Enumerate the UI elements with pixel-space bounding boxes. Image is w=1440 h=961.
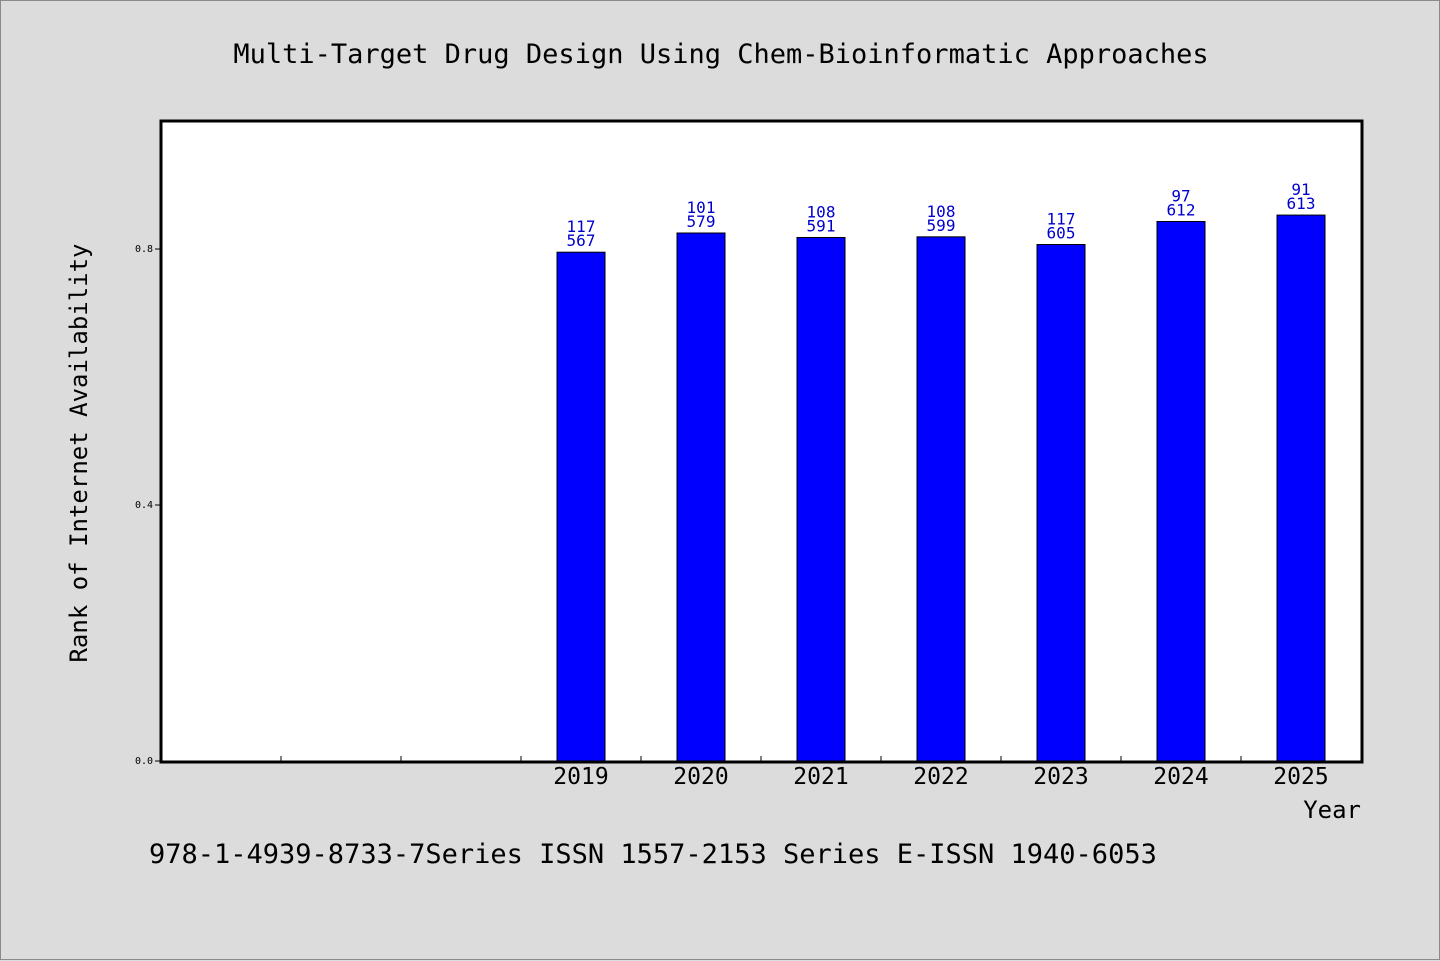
bar-2019: [556, 251, 606, 762]
x-tick-label: 2021: [793, 764, 848, 790]
y-axis-label: Rank of Internet Availability: [65, 243, 93, 662]
data-label-upper: 117: [567, 217, 596, 236]
data-label-lower: 612: [1167, 200, 1196, 219]
x-tick-label: 2022: [913, 764, 968, 790]
x-axis-label: Year: [1303, 796, 1361, 824]
x-tick-label: 2023: [1033, 764, 1088, 790]
data-label-upper: 117: [1047, 210, 1076, 229]
x-tick-label: 2025: [1273, 764, 1328, 790]
data-label-upper: 108: [927, 202, 956, 221]
data-label-upper: 101: [687, 198, 716, 217]
y-tick-label: 0.0: [135, 756, 153, 767]
plot-border: [159, 119, 1364, 764]
data-label-upper: 97: [1171, 186, 1190, 205]
bar-2025: [1276, 214, 1326, 762]
x-tick-label: 2024: [1153, 764, 1208, 790]
data-label-lower: 591: [807, 216, 836, 235]
bar-2024: [1156, 220, 1206, 762]
x-tick-label: 2020: [673, 764, 728, 790]
data-label-lower: 605: [1047, 224, 1076, 243]
bar-2023: [1036, 244, 1086, 762]
bars: [556, 214, 1326, 762]
chart-title: Multi-Target Drug Design Using Chem-Bioi…: [233, 39, 1208, 70]
y-tick-label: 0.8: [135, 244, 153, 255]
y-tick-label: 0.4: [135, 500, 153, 511]
data-label-upper: 91: [1291, 180, 1310, 199]
data-label-lower: 579: [687, 212, 716, 231]
x-tick-label: 2019: [553, 764, 608, 790]
bar-2022: [916, 236, 966, 762]
data-labels: 2019117567202010157920211085912022108599…: [553, 180, 1328, 790]
footer-isbn-issn: 978-1-4939-8733-7Series ISSN 1557-2153 S…: [149, 839, 1157, 870]
bar-2020: [676, 232, 726, 762]
data-label-lower: 567: [567, 231, 596, 250]
data-label-lower: 613: [1287, 194, 1316, 213]
bar-2021: [796, 236, 846, 762]
data-label-lower: 599: [927, 216, 956, 235]
data-label-upper: 108: [807, 202, 836, 221]
